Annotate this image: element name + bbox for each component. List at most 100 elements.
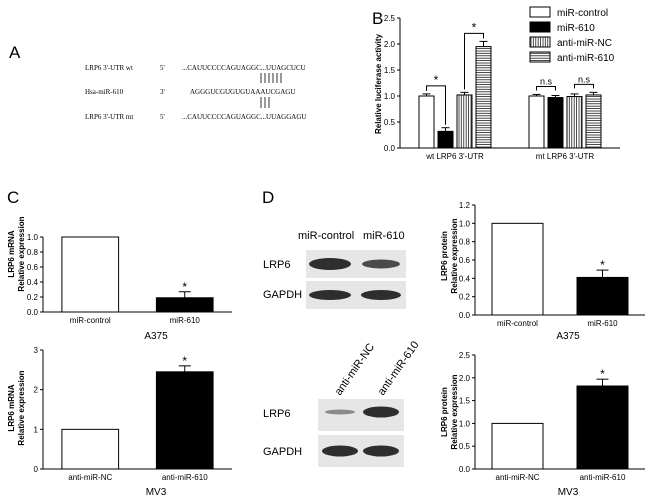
chart-b-legend: miR-control miR-610 anti-miR-NC anti-miR-61…	[529, 6, 615, 64]
chart-c-top-bar-0	[61, 236, 120, 313]
chart-d-bottom-bar-1	[576, 385, 629, 470]
chart-b-bar-g1-s1	[547, 97, 564, 149]
chart-b-legend-swatch-3	[529, 51, 551, 63]
chart-d-top: 0.0 0.2 0.4 0.6 0.8 1.0 1.2 miR-control * miR-610	[459, 201, 645, 328]
chart-d-top-star: *	[600, 258, 605, 272]
blot-top: miR-control miR-610 LRP6 GAPDH	[263, 230, 406, 309]
chart-d-bottom-ytick-label-4: 2.0	[459, 374, 471, 383]
chart-b-annotation-2: n.s	[540, 76, 553, 86]
seq-label-wt: LRP6 3'-UTR wt	[85, 64, 133, 72]
chart-b-ytick-label-2: 1.0	[384, 92, 396, 101]
chart-b-annotation-1: *	[472, 20, 477, 34]
chart-b-legend-label-1: miR-610	[557, 23, 595, 34]
chart-d-bottom-ytick-label-5: 2.5	[459, 351, 471, 360]
blot-bottom: anti-miR-NC anti-miR-610 LRP6 GAPDH	[263, 339, 422, 467]
panel-b: B Relative luciferase activity 0.0 0.5 1.0…	[372, 6, 620, 161]
chart-b-group-label-1: mt LRP6 3'-UTR	[536, 152, 595, 161]
chart-b-ytick-label-3: 1.5	[384, 66, 396, 75]
panel-letter-b: B	[372, 9, 383, 28]
blot-bottom-lane-2: anti-miR-610	[376, 339, 422, 397]
chart-b-bar-g0-s1	[437, 130, 454, 149]
blot-top-row-1: LRP6	[263, 259, 291, 271]
blot-bottom-gapdh-band-1	[322, 445, 358, 457]
chart-b-bar-g0-s2	[456, 94, 473, 149]
chart-c-bottom-ytick-label-3: 3	[34, 346, 39, 355]
chart-d-bottom-xlabel-1: anti-miR-610	[580, 473, 626, 482]
blot-bottom-row-2: GAPDH	[263, 446, 302, 458]
chart-c-bottom-ytick-label-2: 2	[34, 386, 39, 395]
chart-c-bottom: 0 1 2 3 anti-miR-NC * anti-miR-610	[34, 346, 232, 482]
blot-top-lrp6-band-2	[362, 259, 400, 269]
panel-a: A LRP6 3'-UTR wt 5' ...CAUUCCCCAGUAGGC..…	[9, 43, 306, 121]
chart-b-legend-label-0: miR-control	[557, 8, 608, 19]
chart-b-bracket-0	[426, 85, 446, 125]
chart-b-bar-g0-s3	[475, 46, 492, 149]
seq-dir-mt: 5'	[160, 113, 165, 121]
chart-c-bottom-bar-1	[155, 371, 214, 470]
chart-b-bracket-3	[574, 83, 594, 89]
seq-label-mt: LRP6 3'-UTR mt	[85, 113, 133, 121]
chart-c-bottom-ylabel-1: LRP6 mRNA	[7, 384, 16, 431]
panel-letter-c: C	[7, 188, 19, 207]
chart-b-legend-swatch-1	[529, 21, 551, 33]
chart-c-bottom-ylabel-2: Relative expression	[17, 370, 26, 445]
chart-d-top-ytick-label-0: 0.0	[459, 311, 471, 320]
pairing-lines-bottom	[260, 97, 270, 108]
chart-b-bar-g1-s0	[528, 95, 545, 149]
chart-d-bottom-xlabel-0: anti-miR-NC	[496, 473, 540, 482]
chart-c-top-star: *	[182, 280, 187, 294]
blot-top-lane-2: miR-610	[363, 230, 405, 242]
chart-b-annotation-3: n.s	[578, 74, 591, 84]
chart-c-top-ytick-label-5: 1.0	[27, 233, 39, 242]
chart-d-bottom-ylabel-2: Relative expression	[450, 374, 459, 449]
chart-d-bottom-subtitle: MV3	[558, 487, 579, 498]
chart-d-top-ytick-label-1: 0.2	[459, 293, 471, 302]
chart-b: 0.0 0.5 1.0 1.5 2.0 2.5 wt LRP6 3'-UTR mt LRP6 …	[384, 14, 620, 161]
chart-d-top-xlabel-0: miR-control	[497, 319, 538, 328]
chart-c-top-ytick-label-0: 0.0	[27, 308, 39, 317]
chart-b-ytick-label-5: 2.5	[384, 14, 396, 23]
chart-c-top-ytick-label-1: 0.2	[27, 293, 39, 302]
chart-b-legend-label-3: anti-miR-610	[557, 53, 615, 64]
blot-top-lane-1: miR-control	[298, 230, 354, 242]
chart-d-top-bar-1	[576, 276, 629, 316]
chart-d-top-ytick-label-5: 1.0	[459, 219, 471, 228]
seq-wt: ...CAUUCCCCAGUAGGC...UUAGCUCU	[182, 64, 306, 72]
chart-c-top-ytick-label-4: 0.8	[27, 248, 39, 257]
chart-b-bar-g1-s3	[585, 94, 602, 149]
blot-bottom-lrp6-band-2	[363, 406, 399, 418]
chart-c-bottom-subtitle: MV3	[146, 487, 167, 498]
blot-top-gapdh-band-2	[361, 290, 401, 300]
chart-b-ytick-label-4: 2.0	[384, 40, 396, 49]
chart-d-bottom-ytick-label-0: 0.0	[459, 465, 471, 474]
chart-b-ytick-label-0: 0.0	[384, 144, 396, 153]
chart-c-bottom-star: *	[182, 354, 187, 368]
panel-letter-d: D	[262, 188, 274, 207]
seq-mir: AGGGUCGUGUGUAAAUCGAGU	[190, 88, 295, 96]
blot-bottom-row-1: LRP6	[263, 408, 291, 420]
chart-c-top-xlabel-1: miR-610	[170, 316, 201, 325]
chart-d-bottom-bar-0	[491, 422, 544, 470]
panel-d: D miR-control miR-610 LRP6 GAPDH anti-mi…	[262, 188, 645, 498]
chart-d-top-bar-0	[491, 222, 544, 316]
chart-b-group-label-0: wt LRP6 3'-UTR	[425, 152, 484, 161]
chart-b-legend-label-2: anti-miR-NC	[557, 38, 612, 49]
blot-top-lrp6-band-1	[309, 258, 351, 270]
seq-label-mir: Hsa-miR-610	[85, 88, 124, 96]
chart-d-top-ytick-label-2: 0.4	[459, 274, 471, 283]
pairing-lines-top	[260, 73, 282, 83]
chart-c-top-ylabel-2: Relative expression	[17, 216, 26, 291]
chart-d-top-xlabel-1: miR-610	[587, 319, 618, 328]
chart-b-ylabel: Relative luciferase activity	[374, 33, 383, 134]
chart-c-top-ytick-label-2: 0.4	[27, 278, 39, 287]
chart-d-bottom-ylabel-1: LRP6 protein	[440, 387, 449, 437]
chart-c-top-subtitle: A375	[144, 331, 168, 342]
panel-letter-a: A	[9, 43, 21, 62]
blot-top-row-2: GAPDH	[263, 289, 302, 301]
chart-c-bottom-xlabel-0: anti-miR-NC	[68, 473, 112, 482]
blot-bottom-lane-1: anti-miR-NC	[333, 341, 378, 397]
chart-d-top-ylabel-1: LRP6 protein	[440, 231, 449, 281]
chart-b-bar-g1-s2	[566, 96, 583, 149]
chart-c-top-ylabel-1: LRP6 mRNA	[7, 230, 16, 277]
